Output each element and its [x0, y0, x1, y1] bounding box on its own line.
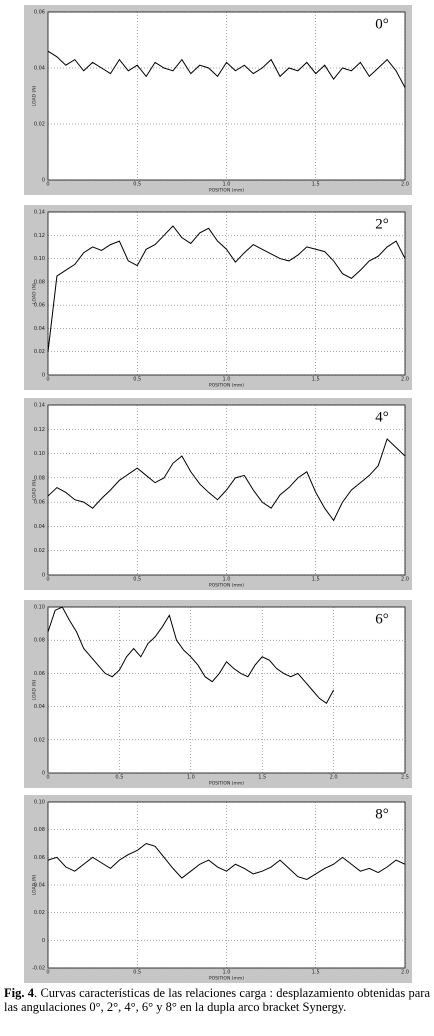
y-tick-label: 0.04 [34, 66, 45, 72]
x-tick-label: 0 [46, 970, 49, 976]
load-line [47, 606, 335, 705]
y-tick-label: 0.10 [34, 605, 45, 611]
x-tick-label: 0 [46, 377, 49, 383]
x-axis-label: POSITION (mm) [209, 383, 244, 389]
x-tick-label: 1.0 [223, 970, 231, 976]
x-tick-label: 1.5 [312, 377, 320, 383]
angle-label: 0° [375, 16, 389, 32]
x-tick-label: 1.0 [223, 577, 231, 583]
x-tick-label: 2.0 [401, 377, 409, 383]
x-tick-label: 2.0 [401, 182, 409, 188]
load-line [47, 842, 406, 881]
x-tick-label: 0.5 [133, 377, 141, 383]
angle-label: 2° [375, 216, 389, 232]
y-tick-label: 0.06 [34, 855, 45, 861]
y-tick-label: 0.08 [34, 638, 45, 644]
x-tick-label: 1.5 [312, 182, 320, 188]
y-tick-label: -0.02 [32, 966, 45, 972]
x-axis-label: POSITION (mm) [209, 188, 244, 194]
x-tick-label: 1.5 [312, 970, 320, 976]
y-tick-label: 0.14 [34, 210, 45, 216]
y-tick-label: 0.06 [34, 10, 45, 16]
caption-label: Fig. 4 [4, 986, 35, 1000]
x-tick-label: 1.0 [187, 775, 195, 781]
y-tick-label: 0.04 [34, 524, 45, 530]
y-axis-label: LOAD (N) [32, 874, 38, 895]
caption: Fig. 4. Curvas características de las re… [4, 986, 430, 1014]
x-tick-label: 0.5 [133, 970, 141, 976]
y-tick-label: 0.08 [34, 827, 45, 833]
y-tick-label: 0.04 [34, 704, 45, 710]
load-line [47, 50, 406, 88]
y-axis-label: LOAD (N) [32, 85, 38, 106]
figure: 0 0.02 0.04 0.06 0 0.5 1.0 1.5 2.0 POSITION (mm) L… [24, 5, 412, 983]
y-tick-label: 0.12 [34, 427, 45, 433]
y-tick-label: 0.02 [34, 548, 45, 554]
y-tick-label: 0.08 [34, 279, 45, 285]
load-line [47, 225, 406, 352]
caption-text: . Curvas características de las relacion… [4, 986, 431, 1014]
y-tick-label: 0.10 [34, 451, 45, 457]
x-axis-label: POSITION (mm) [209, 583, 244, 589]
x-tick-label: 0 [46, 182, 49, 188]
x-tick-label: 0 [46, 775, 49, 781]
y-tick-label: 0 [42, 573, 45, 579]
angle-label: 8° [375, 806, 389, 822]
y-tick-label: 0.04 [34, 326, 45, 332]
x-tick-label: 0.5 [133, 577, 141, 583]
x-tick-label: 1.0 [223, 182, 231, 188]
y-axis-label: LOAD (N) [32, 679, 38, 700]
x-tick-label: 2.0 [401, 577, 409, 583]
x-tick-label: 1.0 [223, 377, 231, 383]
y-tick-label: 0.02 [34, 122, 45, 128]
angle-label: 4° [375, 409, 389, 425]
x-tick-label: 2.5 [401, 775, 409, 781]
y-tick-label: 0.06 [34, 303, 45, 309]
y-tick-label: 0.10 [34, 256, 45, 262]
plot-area [47, 606, 406, 774]
x-axis-label: POSITION (mm) [209, 976, 244, 982]
x-tick-label: 0 [46, 577, 49, 583]
y-tick-label: 0 [42, 771, 45, 777]
y-tick-label: 0.06 [34, 671, 45, 677]
y-tick-label: 0.10 [34, 800, 45, 806]
x-tick-label: 2.0 [330, 775, 338, 781]
y-tick-label: 0.02 [34, 910, 45, 916]
y-axis-label: LOAD (N) [32, 283, 38, 304]
y-tick-label: 0.06 [34, 500, 45, 506]
x-tick-label: 1.5 [312, 577, 320, 583]
angle-label: 6° [375, 611, 389, 627]
y-tick-label: 0.14 [34, 403, 45, 409]
y-tick-label: 0 [42, 178, 45, 184]
x-tick-label: 0.5 [133, 182, 141, 188]
y-tick-label: 0.04 [34, 883, 45, 889]
x-tick-label: 2.0 [401, 970, 409, 976]
y-tick-label: 0.02 [34, 349, 45, 355]
x-tick-label: 0.5 [115, 775, 123, 781]
x-tick-label: 1.5 [258, 775, 266, 781]
y-tick-label: 0.08 [34, 475, 45, 481]
y-tick-label: 0 [42, 373, 45, 379]
y-tick-label: 0.02 [34, 737, 45, 743]
y-tick-label: 0.12 [34, 233, 45, 239]
x-axis-label: POSITION (mm) [209, 781, 244, 787]
load-line [47, 438, 406, 522]
y-axis-label: LOAD (N) [32, 479, 38, 500]
y-tick-label: 0 [42, 938, 45, 944]
